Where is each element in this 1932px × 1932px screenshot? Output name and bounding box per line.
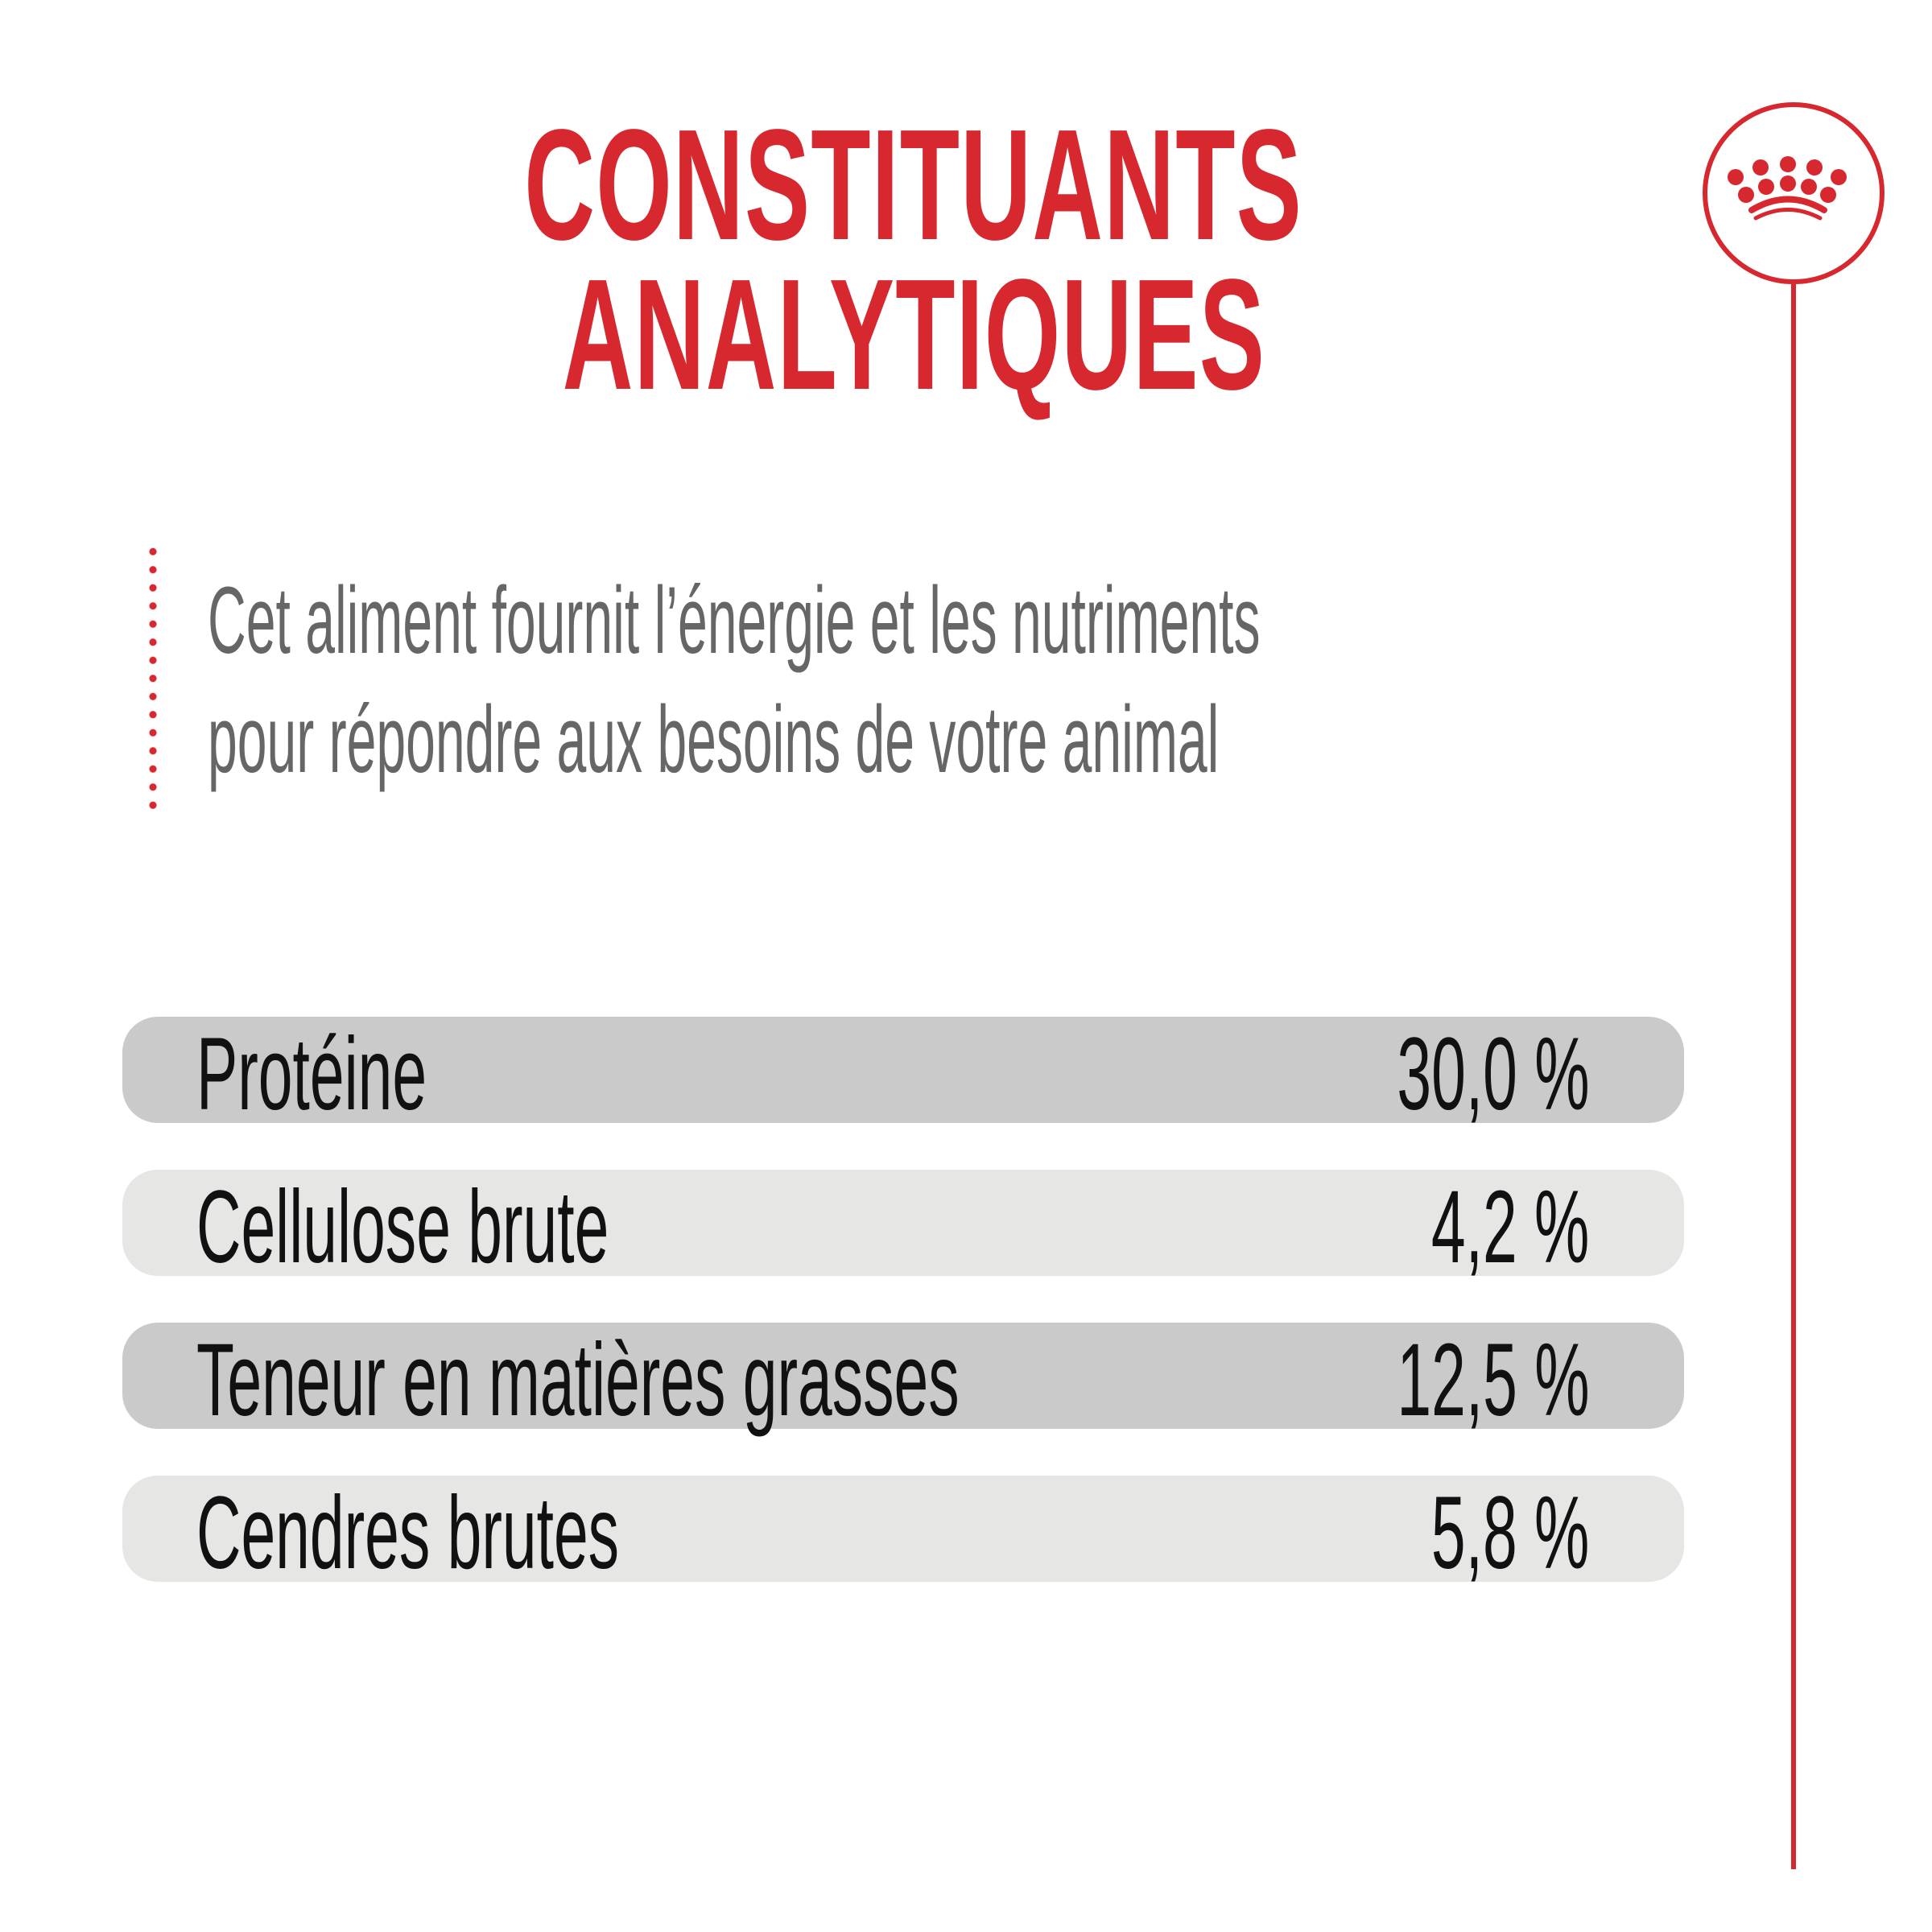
crown-icon — [1728, 156, 1847, 203]
crown-logo — [1703, 102, 1885, 284]
constituent-row-fat: Teneur en matières grasses 12,5 % — [122, 1323, 1684, 1438]
constituent-label: Protéine — [196, 1017, 427, 1132]
constituent-label: Cellulose brute — [196, 1170, 609, 1285]
description-line-1: Cet aliment fournit l’énergie et les nut… — [208, 568, 1261, 674]
constituent-value: 4,2 % — [1430, 1170, 1589, 1285]
title-line-2: ANALYTIQUES — [0, 256, 1827, 414]
constituent-row-ash: Cendres brutes 5,8 % — [122, 1476, 1684, 1591]
constituent-row-protein: Protéine 30,0 % — [122, 1017, 1684, 1132]
description-line-2: pour répondre aux besoins de votre anima… — [208, 687, 1220, 793]
constituent-row-fibre: Cellulose brute 4,2 % — [122, 1170, 1684, 1285]
dotted-divider — [149, 543, 157, 810]
title-text-2: ANALYTIQUES — [562, 246, 1265, 423]
constituent-value: 12,5 % — [1396, 1323, 1589, 1438]
title-text-1: CONSTITUANTS — [524, 97, 1303, 273]
constituent-value: 5,8 % — [1430, 1476, 1589, 1591]
constituent-value: 30,0 % — [1396, 1017, 1589, 1132]
title-line-1: CONSTITUANTS — [0, 106, 1827, 264]
constituent-label: Teneur en matières grasses — [196, 1323, 960, 1438]
constituent-label: Cendres brutes — [196, 1476, 620, 1591]
vertical-accent-line — [1791, 282, 1796, 1869]
